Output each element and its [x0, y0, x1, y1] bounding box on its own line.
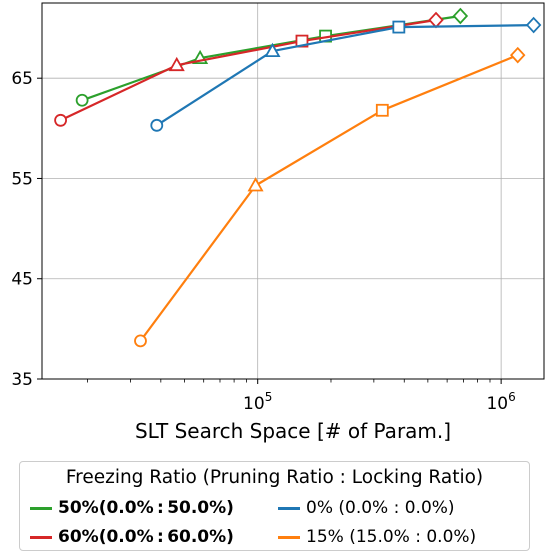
- legend-label-15: 15% (15.0% : 0.0%): [306, 527, 477, 547]
- legend-label-0: 0% (0.0% : 0.0%): [306, 498, 455, 518]
- marker-circle: [75, 93, 89, 107]
- marker-diamond: [428, 11, 444, 29]
- marker-circle: [134, 334, 147, 348]
- marker-triangle: [264, 42, 281, 58]
- marker-triangle: [168, 56, 185, 72]
- legend-swatch-orange: [278, 535, 300, 539]
- y-tick-label: 65: [11, 69, 33, 89]
- y-tick-label: 35: [11, 370, 33, 390]
- marker-square: [392, 20, 406, 34]
- marker-diamond: [452, 7, 469, 25]
- marker-triangle: [247, 177, 264, 192]
- legend-label-60: 60%(0.0% : 60.0%): [58, 527, 234, 547]
- marker-diamond: [510, 46, 526, 64]
- legend-entry-15: 15% (15.0% : 0.0%): [278, 525, 476, 549]
- legend-entry-50: 50%(0.0% : 50.0%): [30, 496, 234, 520]
- series-line-2: [156, 24, 534, 127]
- marker-diamond: [525, 16, 542, 34]
- legend: Freezing Ratio (Pruning Ratio : Locking …: [19, 461, 530, 551]
- marker-square: [375, 103, 389, 117]
- plot-frame: [41, 2, 545, 380]
- y-tick-label: 55: [11, 169, 33, 189]
- series-line-3: [139, 54, 519, 342]
- legend-title: Freezing Ratio (Pruning Ratio : Locking …: [65, 467, 484, 488]
- series-line-1: [60, 18, 437, 122]
- x-tick-label: 106: [486, 390, 515, 414]
- legend-entry-0: 0% (0.0% : 0.0%): [278, 496, 455, 520]
- legend-entry-60: 60%(0.0% : 60.0%): [30, 525, 234, 549]
- x-axis-label: SLT Search Space [# of Param.]: [135, 419, 451, 443]
- legend-label-50: 50%(0.0% : 50.0%): [58, 498, 234, 518]
- legend-swatch-green: [30, 506, 52, 510]
- marker-circle: [54, 113, 67, 127]
- y-tick-label: 45: [11, 270, 33, 290]
- marker-circle: [150, 118, 164, 132]
- legend-swatch-blue: [278, 506, 300, 510]
- x-tick-label: 105: [243, 390, 272, 414]
- legend-swatch-red: [30, 535, 52, 539]
